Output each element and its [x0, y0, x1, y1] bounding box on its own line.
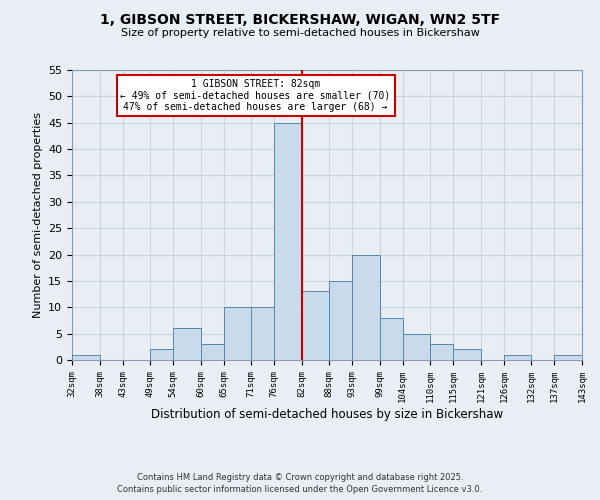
Bar	[72, 354, 100, 360]
Bar	[150, 350, 173, 360]
X-axis label: Distribution of semi-detached houses by size in Bickershaw: Distribution of semi-detached houses by …	[151, 408, 503, 420]
Bar	[173, 328, 200, 360]
Text: Contains public sector information licensed under the Open Government Licence v3: Contains public sector information licen…	[118, 485, 482, 494]
Bar	[224, 308, 251, 360]
Bar	[251, 308, 274, 360]
Text: 1, GIBSON STREET, BICKERSHAW, WIGAN, WN2 5TF: 1, GIBSON STREET, BICKERSHAW, WIGAN, WN2…	[100, 12, 500, 26]
Text: Size of property relative to semi-detached houses in Bickershaw: Size of property relative to semi-detach…	[121, 28, 479, 38]
Bar	[352, 254, 380, 360]
Bar	[454, 350, 481, 360]
Bar	[329, 281, 352, 360]
Bar	[430, 344, 454, 360]
Text: Contains HM Land Registry data © Crown copyright and database right 2025.: Contains HM Land Registry data © Crown c…	[137, 472, 463, 482]
Bar	[274, 122, 302, 360]
Bar	[554, 354, 582, 360]
Y-axis label: Number of semi-detached properties: Number of semi-detached properties	[32, 112, 43, 318]
Bar	[380, 318, 403, 360]
Bar	[504, 354, 532, 360]
Text: 1 GIBSON STREET: 82sqm
← 49% of semi-detached houses are smaller (70)
47% of sem: 1 GIBSON STREET: 82sqm ← 49% of semi-det…	[121, 78, 391, 112]
Bar	[302, 292, 329, 360]
Bar	[200, 344, 224, 360]
Bar	[403, 334, 430, 360]
